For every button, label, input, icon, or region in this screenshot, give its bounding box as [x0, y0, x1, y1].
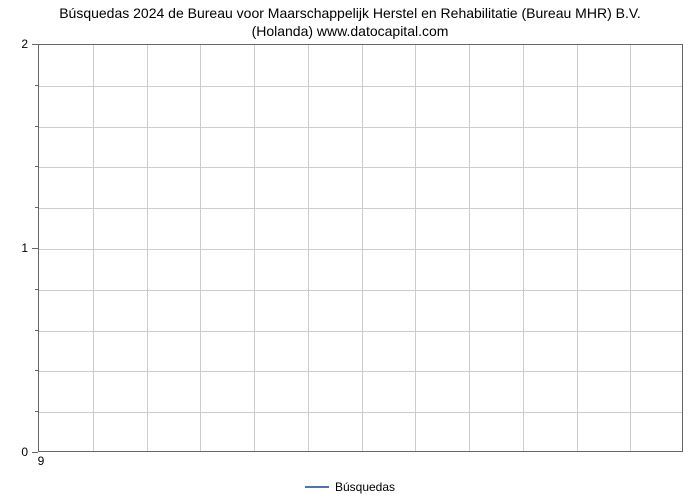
y-minor-tick	[35, 85, 38, 86]
grid-line-horizontal-minor	[39, 290, 682, 291]
grid-line-horizontal-minor	[39, 167, 682, 168]
title-line-2: (Holanda) www.datocapital.com	[252, 23, 449, 39]
y-minor-tick	[35, 330, 38, 331]
grid-line-vertical	[577, 45, 578, 451]
plot-area	[38, 44, 683, 452]
y-tick	[32, 44, 38, 45]
grid-line-horizontal-minor	[39, 371, 682, 372]
grid-line-horizontal-minor	[39, 208, 682, 209]
grid-line-horizontal-minor	[39, 331, 682, 332]
grid-line-vertical	[147, 45, 148, 451]
y-minor-tick	[35, 411, 38, 412]
legend: Búsquedas	[0, 480, 700, 494]
y-minor-tick	[35, 370, 38, 371]
grid-line-horizontal-minor	[39, 86, 682, 87]
chart-title: Búsquedas 2024 de Bureau voor Maarschapp…	[0, 4, 700, 40]
grid-line-horizontal-minor	[39, 412, 682, 413]
legend-swatch	[305, 486, 329, 488]
y-minor-tick	[35, 207, 38, 208]
y-axis-label: 1	[14, 241, 28, 255]
chart-container: Búsquedas 2024 de Bureau voor Maarschapp…	[0, 0, 700, 500]
y-minor-tick	[35, 289, 38, 290]
y-tick	[32, 452, 38, 453]
grid-line-vertical	[200, 45, 201, 451]
y-minor-tick	[35, 166, 38, 167]
grid-line-horizontal-minor	[39, 127, 682, 128]
legend-label: Búsquedas	[335, 480, 395, 494]
grid-line-vertical	[630, 45, 631, 451]
title-line-1: Búsquedas 2024 de Bureau voor Maarschapp…	[59, 5, 641, 21]
grid-line-vertical	[362, 45, 363, 451]
y-minor-tick	[35, 126, 38, 127]
grid-line-vertical	[308, 45, 309, 451]
y-tick	[32, 248, 38, 249]
y-axis-label: 2	[14, 37, 28, 51]
grid-line-vertical	[254, 45, 255, 451]
grid-line-vertical	[469, 45, 470, 451]
grid-line-vertical	[415, 45, 416, 451]
grid-line-horizontal	[39, 249, 682, 250]
x-axis-label: 9	[38, 454, 45, 468]
y-axis-label: 0	[14, 445, 28, 459]
grid-line-vertical	[523, 45, 524, 451]
grid-line-vertical	[93, 45, 94, 451]
